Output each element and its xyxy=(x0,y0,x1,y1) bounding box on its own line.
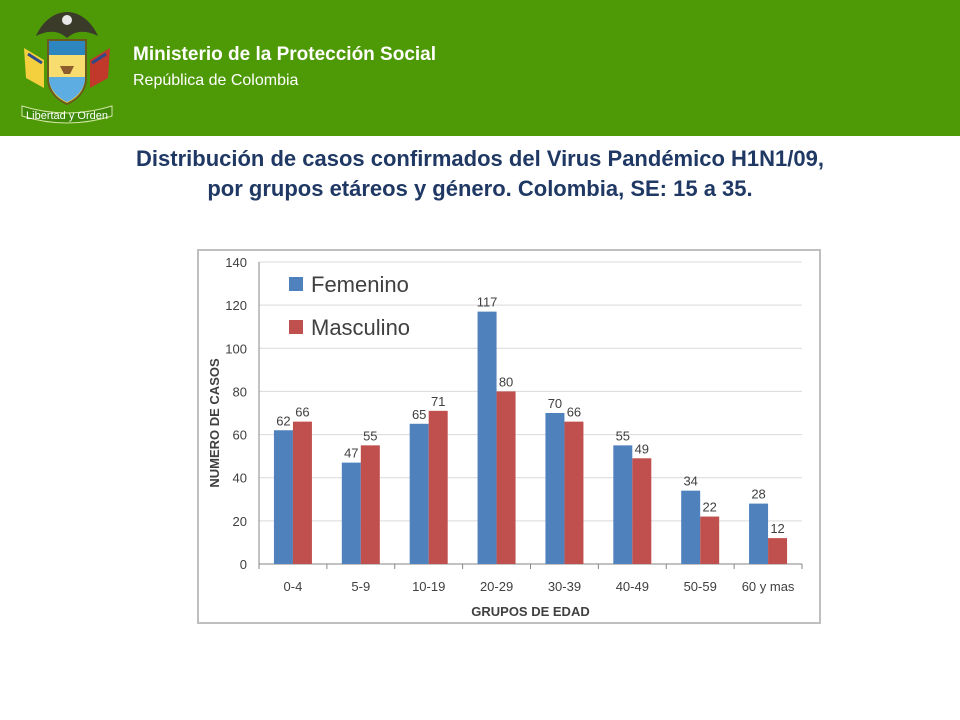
data-label: 49 xyxy=(635,441,649,456)
colombia-coat-of-arms-icon: Libertad y Orden xyxy=(21,12,113,124)
chart-frame: 0 20 40 60 80 100 120 140 0-4 62 66 5-9 47 55 10-19 65 7… xyxy=(197,249,821,624)
bar-femenino-0-4 xyxy=(273,430,293,564)
bar-masculino-40-49 xyxy=(632,458,652,564)
bar-femenino-20-29 xyxy=(477,311,497,564)
page-title-line-1: Distribución de casos confirmados del Vi… xyxy=(136,146,824,171)
bar-masculino-30-39 xyxy=(564,421,584,564)
bar-masculino-20-29 xyxy=(496,391,516,564)
ministry-name: Ministerio de la Protección Social xyxy=(133,44,437,65)
legend-label-femenino: Femenino xyxy=(311,272,409,297)
x-tick-label: 20-29 xyxy=(480,579,513,594)
bar-femenino-30-39 xyxy=(545,413,565,564)
legend-label-masculino: Masculino xyxy=(311,315,410,340)
data-label: 117 xyxy=(477,295,498,310)
y-tick-label: 0 xyxy=(240,557,247,572)
y-tick-label: 100 xyxy=(225,341,247,356)
bar-masculino-60-y-mas xyxy=(768,538,788,564)
data-label: 55 xyxy=(363,428,377,443)
y-axis-title: NUMERO DE CASOS xyxy=(207,358,222,488)
data-label: 34 xyxy=(683,474,697,489)
bar-masculino-10-19 xyxy=(428,410,448,564)
data-label: 22 xyxy=(702,500,716,515)
page-title-line-2: por grupos etáreos y género. Colombia, S… xyxy=(207,176,753,201)
data-label: 62 xyxy=(276,413,290,428)
x-tick-label: 50-59 xyxy=(684,579,717,594)
legend-swatch-femenino xyxy=(289,277,303,291)
bar-femenino-10-19 xyxy=(409,423,429,564)
x-tick-label: 5-9 xyxy=(351,579,370,594)
data-label: 66 xyxy=(295,405,309,420)
x-tick-label: 60 y mas xyxy=(742,579,795,594)
y-tick-label: 40 xyxy=(233,471,247,486)
bar-femenino-5-9 xyxy=(341,462,361,564)
x-tick-label: 40-49 xyxy=(616,579,649,594)
header-banner: Libertad y Orden Ministerio de la Protec… xyxy=(0,0,960,136)
bar-chart: 0 20 40 60 80 100 120 140 0-4 62 66 5-9 47 55 10-19 65 7… xyxy=(207,255,803,619)
y-tick-label: 80 xyxy=(233,384,247,399)
data-label: 12 xyxy=(770,521,784,536)
y-tick-label: 60 xyxy=(233,428,247,443)
bar-femenino-60-y-mas xyxy=(749,503,769,564)
data-label: 71 xyxy=(431,394,445,409)
bar-femenino-40-49 xyxy=(613,445,633,564)
bar-masculino-50-59 xyxy=(700,516,720,564)
emblem-motto: Libertad y Orden xyxy=(26,110,108,122)
ministry-subtitle: República de Colombia xyxy=(133,72,299,89)
x-axis-title: GRUPOS DE EDAD xyxy=(471,604,589,619)
data-label: 55 xyxy=(616,428,630,443)
page-title: Distribución de casos confirmados del Vi… xyxy=(0,144,960,204)
y-tick-label: 140 xyxy=(225,255,247,270)
bar-masculino-5-9 xyxy=(360,445,380,564)
bar-masculino-0-4 xyxy=(292,421,312,564)
y-tick-label: 20 xyxy=(233,514,247,529)
data-label: 66 xyxy=(567,405,581,420)
data-label: 65 xyxy=(412,407,426,422)
data-label: 28 xyxy=(751,487,765,502)
x-tick-label: 30-39 xyxy=(548,579,581,594)
bar-femenino-50-59 xyxy=(681,490,701,564)
data-label: 47 xyxy=(344,446,358,461)
legend-swatch-masculino xyxy=(289,320,303,334)
data-label: 80 xyxy=(499,374,513,389)
data-label: 70 xyxy=(548,396,562,411)
x-tick-label: 0-4 xyxy=(284,579,303,594)
x-tick-label: 10-19 xyxy=(412,579,445,594)
y-tick-label: 120 xyxy=(225,298,247,313)
